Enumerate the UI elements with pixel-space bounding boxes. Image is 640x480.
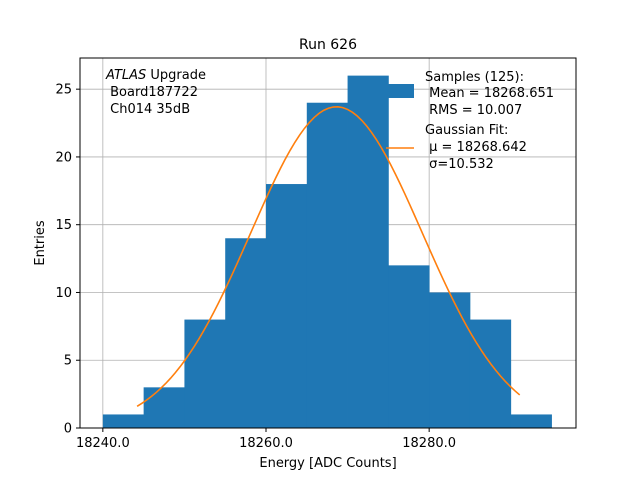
svg-text:ATLAS Upgrade: ATLAS Upgrade xyxy=(105,68,206,83)
annotation-channel: Ch014 35dB xyxy=(106,102,190,117)
annotation-board: Board187722 xyxy=(106,85,198,100)
histogram-bar-1 xyxy=(143,387,185,428)
legend-samples-mean: Mean = 18268.651 xyxy=(425,86,554,101)
annotation-atlas: ATLAS xyxy=(105,68,146,83)
atlas-annotation: ATLAS Upgrade Board187722 Ch014 35dB xyxy=(105,68,206,117)
histogram-bar-0 xyxy=(102,414,145,428)
y-tick-label-2: 10 xyxy=(55,286,72,301)
y-axis-ticks: 0 5 10 15 20 25 xyxy=(55,83,80,437)
legend-samples-title: Samples (125): xyxy=(425,70,524,85)
legend-fit-mu: μ = 18268.642 xyxy=(425,140,527,155)
histogram-bar-5 xyxy=(306,102,348,428)
y-tick-label-3: 15 xyxy=(55,218,72,233)
x-axis-ticks: 18240.0 18260.0 18280.0 xyxy=(76,428,456,451)
plot-frame xyxy=(79,57,577,429)
annotation-upgrade: Upgrade xyxy=(146,68,206,83)
histogram-bar-6 xyxy=(347,75,389,428)
legend-samples-rms: RMS = 10.007 xyxy=(425,103,522,118)
legend: Samples (125): Mean = 18268.651 RMS = 10… xyxy=(386,70,554,172)
legend-fit-sigma: σ=10.532 xyxy=(425,157,494,172)
y-tick-label-4: 20 xyxy=(55,150,72,165)
histogram-bar-2 xyxy=(184,319,226,428)
x-tick-label-0: 18240.0 xyxy=(76,436,130,451)
histogram-bar-4 xyxy=(266,184,308,428)
histogram-bar-7 xyxy=(388,265,430,428)
x-axis-label: Energy [ADC Counts] xyxy=(259,456,396,471)
x-tick-label-2: 18280.0 xyxy=(402,436,456,451)
chart-title: Run 626 xyxy=(299,37,357,53)
histogram-bar-3 xyxy=(225,238,267,428)
gaussian-fit-line xyxy=(136,106,521,407)
histogram-bars xyxy=(102,75,552,428)
y-tick-label-0: 0 xyxy=(64,422,72,437)
y-tick-label-1: 5 xyxy=(64,354,72,369)
y-tick-label-5: 25 xyxy=(55,83,72,98)
histogram-bar-10 xyxy=(510,414,552,428)
histogram-bar-9 xyxy=(469,319,512,428)
legend-samples-swatch xyxy=(386,84,414,98)
y-axis-label: Entries xyxy=(33,220,48,266)
histogram-bar-8 xyxy=(429,292,471,428)
x-tick-label-1: 18260.0 xyxy=(239,436,293,451)
legend-fit-title: Gaussian Fit: xyxy=(425,123,508,138)
